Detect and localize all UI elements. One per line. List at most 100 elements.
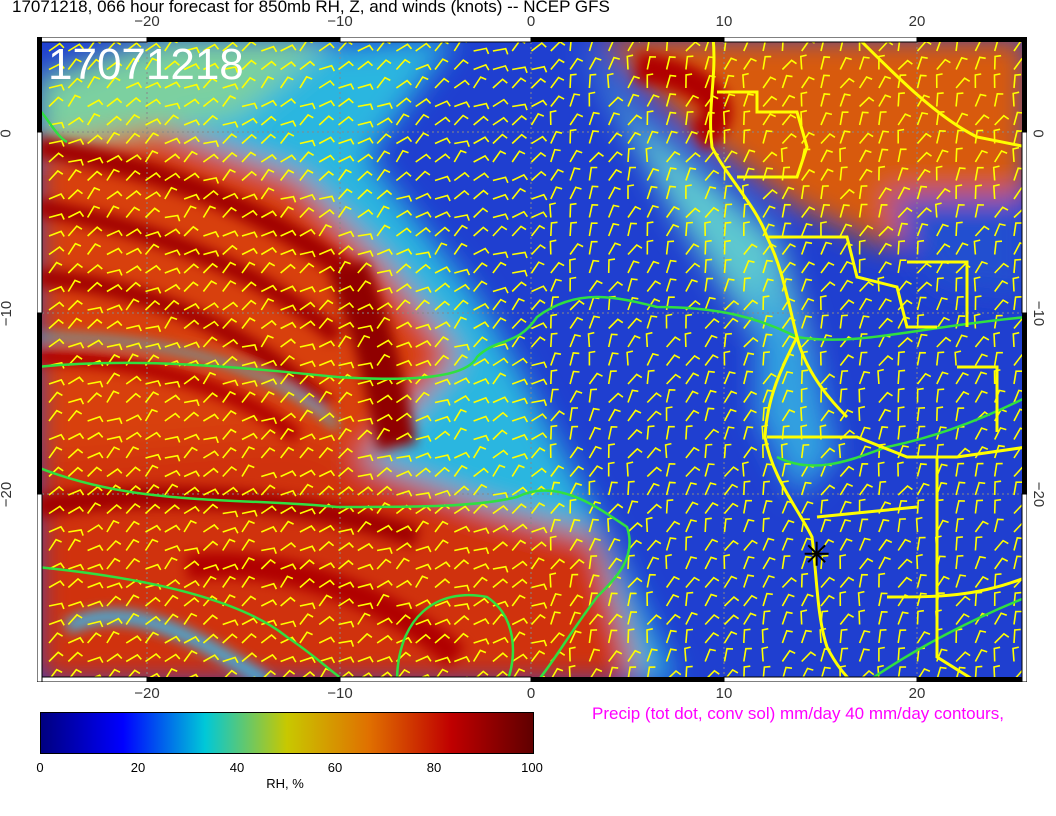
- wind-barb: [974, 73, 982, 89]
- wind-barb: [704, 277, 714, 292]
- wind-barb: [665, 130, 678, 144]
- wind-barb: [646, 94, 660, 107]
- wind-barb: [550, 369, 558, 385]
- colorbar-label: 0: [36, 760, 44, 775]
- wind-barb: [858, 76, 873, 89]
- wind-barb: [492, 317, 507, 329]
- wind-barb: [241, 595, 257, 607]
- wind-barb: [627, 131, 642, 144]
- wind-barb: [87, 620, 104, 628]
- wind-barb: [915, 516, 923, 533]
- wind-barb: [472, 483, 488, 496]
- wind-barb: [608, 132, 623, 144]
- wind-barb: [645, 146, 653, 163]
- wind-barb: [878, 646, 885, 662]
- wind-barb: [550, 261, 565, 274]
- wind-barb: [183, 375, 200, 385]
- y-tick-right: −20: [1030, 481, 1048, 508]
- wind-barb: [415, 75, 429, 89]
- wind-barb: [704, 186, 717, 200]
- wind-barb: [916, 463, 927, 477]
- wind-barb: [145, 231, 162, 238]
- wind-barb: [299, 75, 313, 89]
- wind-barb: [1013, 296, 1022, 311]
- wind-barb: [280, 505, 297, 515]
- wind-barb: [357, 379, 374, 387]
- wind-barb: [839, 77, 855, 89]
- wind-barb: [472, 76, 487, 89]
- wind-barb: [183, 319, 200, 330]
- wind-barb: [743, 555, 755, 570]
- wind-barb: [897, 647, 906, 662]
- x-tick-bottom: 10: [715, 685, 733, 702]
- wind-barb: [183, 519, 197, 533]
- wind-barb: [337, 391, 353, 404]
- wind-barb: [934, 202, 942, 218]
- wind-barb: [492, 116, 509, 126]
- wind-barb: [569, 407, 579, 422]
- wind-barb: [569, 242, 584, 255]
- wind-barb: [780, 442, 788, 459]
- wind-barb: [48, 538, 62, 551]
- wind-barb: [936, 443, 944, 459]
- wind-barb: [68, 397, 85, 405]
- wind-barb: [531, 413, 548, 422]
- wind-barb: [318, 154, 335, 163]
- wind-barb: [1012, 91, 1020, 107]
- wind-barb: [318, 446, 334, 459]
- wind-barb: [202, 595, 218, 607]
- wind-barb: [492, 504, 509, 515]
- wind-barb: [222, 244, 238, 256]
- wind-barb: [685, 243, 700, 255]
- wind-barb: [453, 427, 467, 440]
- wind-barb: [646, 628, 653, 644]
- wind-barb: [646, 466, 662, 478]
- wind-barb: [549, 443, 557, 459]
- wind-barb: [588, 315, 601, 329]
- wind-barb: [955, 77, 971, 89]
- wind-barb: [550, 502, 565, 515]
- wind-barb: [916, 94, 930, 107]
- wind-barb: [222, 121, 239, 128]
- wind-barb: [260, 390, 275, 403]
- wind-barb: [897, 351, 905, 366]
- wind-barb: [415, 113, 430, 126]
- wind-barb: [974, 462, 984, 477]
- wind-barb: [164, 483, 179, 496]
- wind-barb: [415, 492, 432, 499]
- wind-barb: [994, 612, 1008, 625]
- wind-barb: [607, 443, 616, 459]
- wind-barb: [608, 280, 624, 293]
- wind-barb: [704, 258, 713, 274]
- wind-barb: [607, 537, 621, 551]
- wind-barb: [261, 417, 278, 425]
- wind-barb: [357, 563, 374, 571]
- wind-barb: [299, 193, 316, 201]
- wind-barb: [704, 169, 720, 182]
- wind-barb: [434, 354, 450, 367]
- rh-wind-map: [37, 37, 1027, 682]
- wind-barb: [318, 562, 336, 570]
- wind-barb: [974, 665, 983, 681]
- wind-barb: [376, 286, 393, 294]
- wind-barb: [511, 539, 527, 552]
- wind-barb: [395, 579, 413, 589]
- wind-barb: [839, 647, 849, 662]
- wind-barb: [511, 453, 529, 460]
- wind-barb: [531, 399, 548, 407]
- wind-barb: [473, 597, 490, 607]
- wind-barb: [531, 42, 547, 52]
- wind-barb: [627, 389, 639, 403]
- wind-barb: [473, 547, 490, 555]
- wind-barb: [974, 295, 982, 311]
- wind-barb: [164, 60, 180, 71]
- wind-barb: [260, 60, 277, 71]
- wind-barb: [588, 592, 598, 607]
- wind-barb: [318, 615, 335, 626]
- wind-barb: [87, 134, 103, 145]
- wind-barb: [878, 572, 886, 588]
- wind-barb: [723, 517, 732, 533]
- wind-barb: [588, 130, 599, 144]
- wind-barb: [743, 221, 750, 237]
- wind-barb: [125, 375, 142, 385]
